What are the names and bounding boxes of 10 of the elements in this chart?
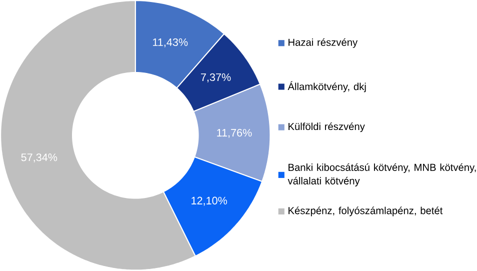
data-label: 12,10% (192, 196, 228, 206)
legend-label: Készpénz, folyószámlapénz, betét (288, 206, 443, 216)
data-label: 57,34% (21, 154, 58, 163)
data-label: 11,76% (217, 129, 252, 138)
data-label: 11,43% (153, 38, 188, 48)
legend-label: Külföldi részvény (288, 122, 365, 132)
legend-label: Államkötvény, dkj (288, 81, 366, 92)
legend-label: Banki kibocsátású kötvény, MNB kötvény, vállalati kötvény (288, 163, 476, 187)
data-label: 7,37% (201, 74, 231, 82)
legend-label: Hazai részvény (288, 38, 358, 48)
